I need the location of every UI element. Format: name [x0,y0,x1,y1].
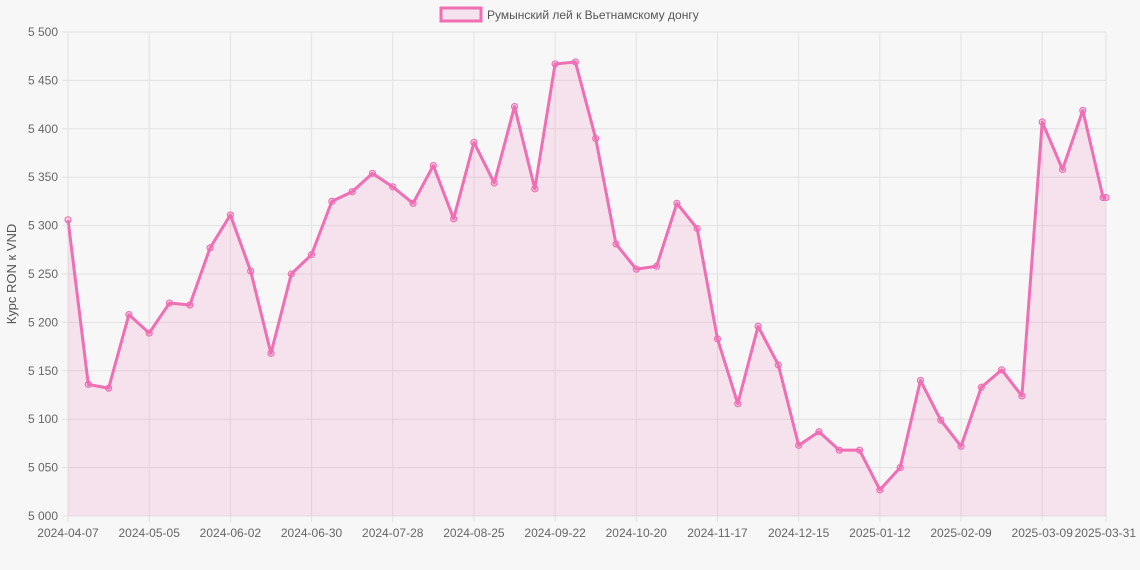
data-point[interactable] [815,428,823,436]
data-points-layer [64,58,1110,494]
data-point[interactable] [348,188,356,196]
y-tick-label: 5 150 [28,364,58,378]
data-point[interactable] [592,134,600,143]
data-point[interactable] [104,384,113,392]
data-point[interactable] [571,58,580,66]
x-tick-label: 2025-03-31 [1075,526,1137,540]
x-tick-label: 2024-08-25 [443,526,505,540]
series-line-layer [66,60,1106,492]
y-tick-label: 5 100 [28,412,58,426]
data-point[interactable] [551,60,559,68]
y-tick-label: 5 250 [28,267,58,281]
data-point[interactable] [165,299,174,307]
data-point[interactable] [470,138,478,146]
data-point[interactable] [287,270,295,278]
data-point[interactable] [64,216,72,224]
data-point[interactable] [896,464,904,472]
data-point[interactable] [835,446,843,454]
x-tick-label: 2024-05-05 [118,526,180,540]
y-tick-label: 5 400 [28,122,58,136]
y-tick-label: 5 450 [28,73,58,87]
data-point[interactable] [389,183,397,191]
y-tick-label: 5 300 [28,219,58,233]
grid-lines [67,31,1107,517]
y-tick-label: 5 350 [28,170,58,184]
data-point[interactable] [490,179,498,187]
x-tick-label: 2024-09-22 [524,526,586,540]
data-point[interactable] [1102,193,1110,202]
x-tick-label: 2025-02-09 [930,526,992,540]
y-tick-label: 5 500 [28,25,58,39]
legend-swatch[interactable] [439,6,483,23]
data-point[interactable] [612,240,620,248]
x-tick-label: 2024-10-20 [606,526,668,540]
data-point[interactable] [855,446,864,454]
data-point[interactable] [409,199,417,207]
data-point[interactable] [937,416,945,424]
data-point[interactable] [307,251,316,259]
data-point[interactable] [226,211,234,219]
data-point[interactable] [1038,118,1046,126]
data-point[interactable] [247,267,255,275]
data-point[interactable] [795,441,803,449]
data-point[interactable] [673,199,681,207]
data-point[interactable] [957,442,965,450]
x-tick-label: 2024-07-28 [362,526,424,540]
x-axis-ticks: 2024-04-07 2024-05-05 2024-06-02 2024-06-30… [37,516,1136,540]
data-point[interactable] [84,380,92,388]
data-point[interactable] [368,169,377,177]
x-tick-label: 2024-06-30 [281,526,343,540]
data-point[interactable] [713,335,722,343]
data-point[interactable] [145,329,153,337]
data-point[interactable] [916,376,925,385]
data-point[interactable] [429,161,437,170]
data-point[interactable] [267,349,275,357]
y-tick-label: 5 000 [28,509,58,523]
series-line [66,60,1106,492]
data-point[interactable] [206,244,214,252]
x-tick-label: 2024-06-02 [200,526,262,540]
x-tick-label: 2024-04-07 [37,526,99,540]
data-point[interactable] [125,311,133,319]
data-point[interactable] [977,383,985,391]
data-point[interactable] [1018,392,1026,400]
data-point[interactable] [734,400,742,408]
data-point[interactable] [693,224,701,233]
legend[interactable]: Румынский лей к Вьетнамскому донгу [439,6,699,23]
data-point[interactable] [531,185,539,193]
data-point[interactable] [450,215,458,223]
area-fill-layer [68,62,1106,516]
y-tick-label: 5 200 [28,315,58,329]
data-point[interactable] [1058,165,1067,174]
data-point[interactable] [328,197,336,205]
y-axis-ticks: 5 000 5 050 5 100 5 150 5 200 5 250 5 300 5 350… [28,25,68,523]
data-point[interactable] [998,366,1006,374]
x-tick-label: 2024-12-15 [768,526,830,540]
data-point[interactable] [652,262,661,270]
y-tick-label: 5 050 [28,461,58,475]
data-point[interactable] [632,265,640,273]
data-point[interactable] [774,361,782,369]
series-area-fill [68,62,1106,516]
data-point[interactable] [876,486,884,494]
data-point[interactable] [510,102,519,111]
x-tick-label: 2024-11-17 [687,526,748,540]
data-point[interactable] [186,301,194,309]
x-tick-label: 2025-01-12 [849,526,911,540]
data-point[interactable] [754,322,762,330]
y-axis-title: Курс RON к VND [4,224,19,325]
legend-label[interactable]: Румынский лей к Вьетнамскому донгу [487,8,699,22]
x-tick-label: 2025-03-09 [1012,526,1074,540]
data-point[interactable] [1079,106,1087,115]
